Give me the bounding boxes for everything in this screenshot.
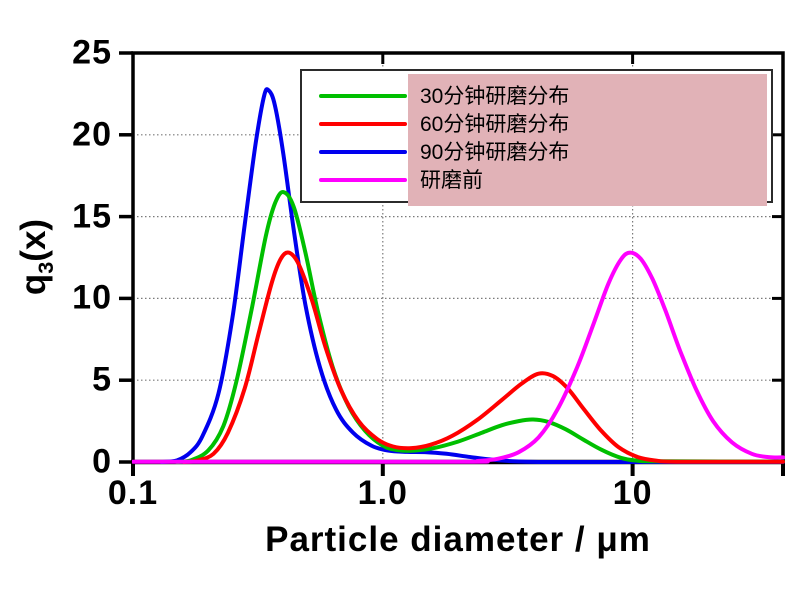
series-line-before-grinding: [132, 250, 785, 464]
legend-item-label: 30分钟研磨分布: [420, 84, 570, 108]
x-tick-label-0.1: 0.1: [107, 474, 159, 512]
y-tick-label-10: 10: [72, 278, 112, 317]
x-tick-label-10: 10: [612, 474, 653, 512]
legend-line-sample: [319, 150, 407, 154]
y-axis-label-subscript: 3: [32, 261, 58, 274]
series-line-grind-60min: [182, 250, 785, 464]
x-axis-label: Particle diameter / μm: [265, 520, 651, 559]
y-tick-label-20: 20: [72, 115, 112, 154]
y-tick-label-5: 5: [92, 360, 112, 399]
legend-line-sample: [319, 94, 407, 98]
legend-line-sample: [319, 122, 407, 126]
y-tick-label-0: 0: [92, 442, 112, 481]
y-tick-label-15: 15: [72, 196, 112, 235]
legend-highlight: [408, 74, 767, 206]
legend-item-label: 60分钟研磨分布: [420, 112, 570, 136]
legend-line-sample: [319, 178, 407, 182]
series-line-grind-30min: [175, 190, 785, 464]
legend-item-label: 研磨前: [420, 168, 483, 192]
x-tick-label-1.0: 1.0: [357, 474, 408, 512]
legend-item-label: 90分钟研磨分布: [420, 140, 570, 164]
y-tick-label-25: 25: [72, 33, 112, 72]
